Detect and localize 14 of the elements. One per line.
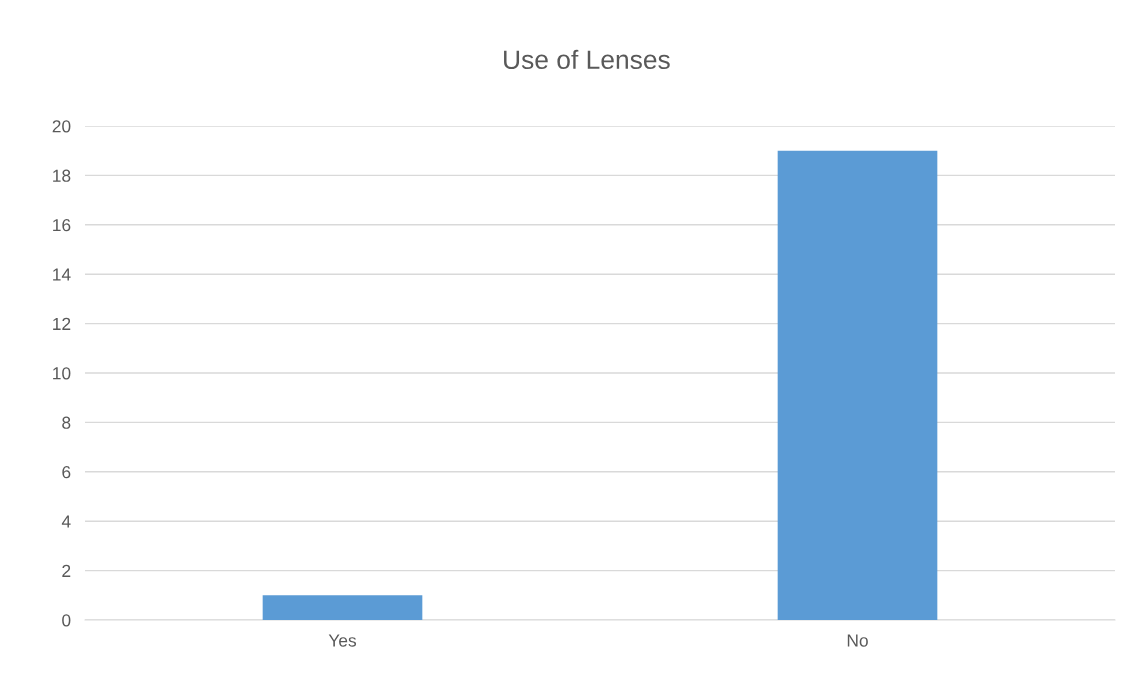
y-tick-label: 6 [62,465,71,479]
y-tick-label: 20 [52,120,71,133]
x-tick-label: No [847,634,868,647]
chart-title: Use of Lenses [504,49,670,70]
y-tick-label: 14 [53,268,71,281]
y-tick-label: 18 [53,169,71,182]
y-tick-label: 8 [62,416,71,429]
y-tick-label: 2 [62,564,71,577]
y-tick-label: 16 [53,218,71,232]
y-tick-label: 0 [62,614,71,627]
x-tick-label: Yes [328,634,357,647]
y-tick-label: 12 [53,317,71,330]
y-tick-label: 4 [61,515,71,528]
y-tick-label: 10 [53,367,71,380]
